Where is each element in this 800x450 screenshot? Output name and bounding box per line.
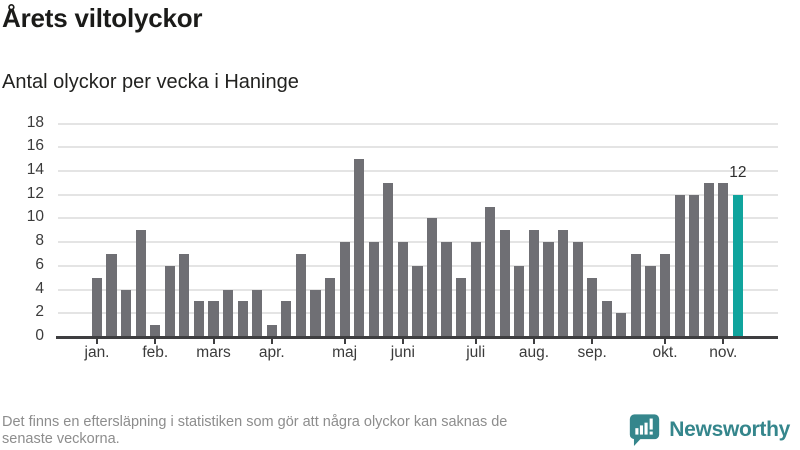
bar-week-27 [470,242,481,337]
bar-week-38 [630,253,641,337]
bar-week-11 [237,301,248,337]
x-axis-label-maj: maj [332,344,358,361]
x-axis-label-juni: juni [390,344,415,361]
bar-week-1 [91,277,103,337]
y-axis-label-8: 8 [35,232,44,250]
y-axis-label-14: 14 [26,160,44,178]
y-axis-label-12: 12 [26,184,44,202]
bar-week-41 [674,194,685,337]
y-axis-label-6: 6 [35,255,44,273]
bar-week-14 [281,301,292,337]
x-axis-tick-sep [591,339,594,344]
bar-week-7 [179,253,190,337]
bar-week-36 [601,301,612,337]
bar-week-8 [193,301,205,337]
x-axis-label-nov: nov. [709,344,738,361]
bar-week-21 [383,182,394,337]
bar-week-45 [732,194,743,337]
x-axis-tick-aug [532,339,535,344]
bar-week-30 [514,265,525,337]
bar-week-23 [412,265,423,337]
bar-week-6 [164,265,175,337]
bar-week-5 [150,325,161,337]
bar-week-12 [252,289,263,337]
bar-week-34 [572,242,583,337]
bar-week-19 [354,159,365,337]
gridline-y16 [58,146,778,149]
x-axis-label-feb: feb. [142,344,169,361]
bar-week-17 [324,277,336,337]
footnote-line-2: senaste veckorna. [2,430,120,447]
x-axis-label-okt: okt. [652,344,678,361]
x-axis-tick-juni [401,339,404,344]
x-axis-label-aug: aug. [518,344,550,361]
x-axis-tick-okt [664,339,667,344]
newsworthy-logo-text: Newsworthy [669,418,790,441]
bar-week-16 [310,289,321,337]
gridline-y12 [58,193,778,196]
y-axis-label-4: 4 [35,279,44,297]
gridline-y8 [58,241,778,244]
bar-week-44 [718,182,729,337]
x-axis-tick-feb [154,339,157,344]
bar-week-4 [135,230,146,337]
gridline-y10 [58,217,778,220]
footnote: Det finns en eftersläpning i statistiken… [2,414,507,447]
chart-title: Årets viltolyckor [2,3,203,33]
x-axis-tick-mars [212,339,215,344]
y-axis-label-16: 16 [26,137,44,155]
x-axis-label-mars: mars [196,344,231,361]
bar-week-42 [689,194,700,337]
bar-week-40 [659,253,671,337]
bar-week-22 [397,242,408,337]
x-axis-tick-apr [270,339,273,344]
bar-week-35 [587,277,598,337]
bar-week-31 [528,230,540,337]
x-axis-label-apr: apr. [258,344,285,361]
x-axis-tick-maj [343,339,346,344]
bar-week-33 [557,230,569,337]
bar-week-13 [266,325,277,337]
y-axis-label-0: 0 [35,327,44,344]
bar-week-15 [295,253,306,337]
bar-week-24 [426,218,438,337]
bar-week-3 [121,289,132,337]
bar-week-26 [456,277,467,337]
x-axis-tick-nov [722,339,725,344]
gridline-y18 [58,122,778,125]
bar-week-18 [339,242,350,337]
x-axis-label-juli: juli [466,344,486,361]
x-axis-line [56,336,778,339]
x-axis-label-jan: jan. [84,344,110,361]
bar-week-28 [485,206,496,337]
x-axis-label-sep: sep. [577,344,607,361]
newsworthy-bubble-chart-icon [628,413,661,447]
bar-week-9 [208,301,219,337]
newsworthy-logo: Newsworthy [628,413,790,447]
x-axis-tick-jan [96,339,98,344]
bar-week-25 [441,242,452,337]
chart-subtitle: Antal olyckor per vecka i Haninge [2,71,299,93]
bar-week-20 [368,242,379,337]
bar-week-43 [703,182,714,337]
x-axis-tick-juli [474,339,477,344]
y-axis-label-18: 18 [26,113,44,131]
bar-week-37 [616,313,627,337]
bar-week-29 [499,230,510,337]
footnote-line-1: Det finns en eftersläpning i statistiken… [2,414,508,430]
y-axis-label-10: 10 [26,208,44,226]
bar-week-32 [543,242,554,337]
last-value-annotation: 12 [729,163,747,181]
bar-week-10 [222,289,234,337]
gridline-y14 [58,169,778,172]
bar-week-2 [106,253,117,337]
y-axis-label-2: 2 [35,303,44,321]
bar-week-39 [645,265,656,337]
